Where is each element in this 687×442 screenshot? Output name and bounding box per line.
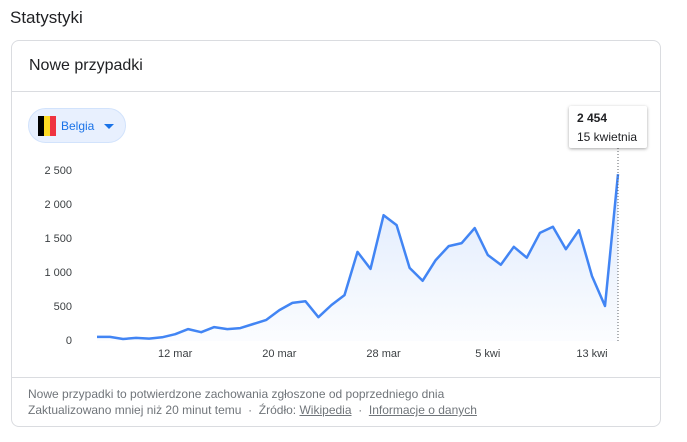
x-tick-label: 13 kwi <box>576 348 607 360</box>
dropdown-arrow <box>104 124 114 129</box>
source-label: Źródło: <box>258 403 297 417</box>
tooltip: 2 454 15 kwietnia <box>569 106 647 148</box>
card <box>11 40 661 427</box>
divider <box>12 91 661 92</box>
x-tick-label: 28 mar <box>366 348 401 360</box>
page-title: Statystyki <box>10 8 83 27</box>
area <box>97 174 618 341</box>
separator: · <box>358 403 363 417</box>
info-link[interactable]: Informacje o danych <box>368 403 477 417</box>
country-selector[interactable]: Belgia <box>28 108 126 143</box>
y-tick-label: 500 <box>54 301 72 313</box>
y-tick-label: 2 000 <box>44 199 72 211</box>
separator: · <box>248 403 253 417</box>
y-tick-label: 1 500 <box>44 233 72 245</box>
tooltip-value: 2 454 <box>577 111 608 125</box>
card-title: Nowe przypadki <box>29 57 143 74</box>
source-link[interactable]: Wikipedia <box>299 403 352 417</box>
country-name: Belgia <box>61 119 95 133</box>
divider <box>12 377 661 378</box>
y-tick-label: 0 <box>66 335 72 347</box>
x-tick-label: 5 kwi <box>475 348 500 360</box>
footer-line: Zaktualizowano mniej niż 20 minut temu ·… <box>28 403 477 417</box>
footer-note: Nowe przypadki to potwierdzone zachowani… <box>28 387 445 401</box>
x-tick-label: 12 mar <box>158 348 193 360</box>
y-tick-label: 2 500 <box>44 165 72 177</box>
updated: Zaktualizowano mniej niż 20 minut temu <box>28 403 242 417</box>
tooltip-date: 15 kwietnia <box>577 130 638 144</box>
flag <box>38 116 56 136</box>
x-tick-label: 20 mar <box>262 348 297 360</box>
line <box>97 173 620 341</box>
y-tick-label: 1 000 <box>44 267 72 279</box>
